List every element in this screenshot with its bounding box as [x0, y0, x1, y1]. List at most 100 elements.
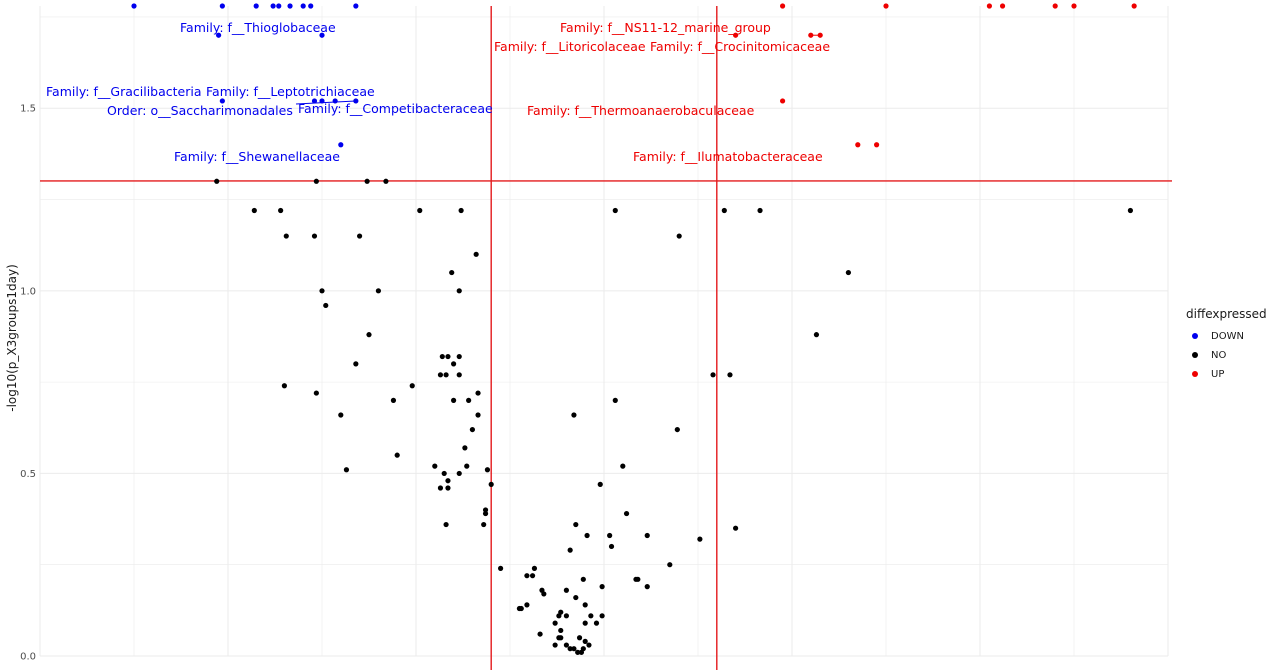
point-label: Order: o__Saccharimonadales [107, 103, 293, 118]
data-point-no [375, 288, 381, 294]
data-point-no [437, 485, 444, 491]
data-point-down [219, 3, 225, 9]
data-point-no [366, 332, 372, 338]
legend-key-no [1192, 352, 1198, 358]
data-point-no [323, 302, 329, 309]
data-point-up [1052, 3, 1058, 9]
data-point-no [845, 269, 852, 276]
y-tick-labels: 0.0 0.5 1.0 1.5 [20, 104, 36, 663]
data-point-no [458, 207, 464, 214]
data-point-no [1127, 207, 1133, 214]
data-point-no [518, 605, 524, 612]
legend-label-up: UP [1211, 369, 1224, 380]
legend: diffexpressed DOWN NO UP [1186, 307, 1267, 380]
data-point-no [573, 594, 579, 601]
data-point-no [524, 573, 530, 579]
data-point-no [475, 390, 481, 396]
data-point-no [383, 178, 389, 184]
data-point-no [599, 613, 605, 619]
data-point-no [612, 207, 618, 214]
data-point-no [721, 207, 727, 214]
data-point-no [576, 635, 583, 641]
point-label: Family: f__Competibacteraceae [298, 101, 493, 116]
data-point-down [319, 32, 325, 38]
legend-label-down: DOWN [1211, 331, 1244, 342]
data-point-no [443, 372, 449, 378]
point-label: Family: f__Crocinitomicaceae [650, 39, 830, 54]
data-point-no [582, 638, 588, 644]
data-point-no [432, 463, 438, 469]
data-point-down [219, 98, 225, 104]
data-point-no [313, 390, 319, 396]
data-point-no [451, 397, 457, 403]
data-point-no [567, 547, 573, 553]
data-point-no [563, 642, 570, 648]
data-point-no [697, 536, 703, 542]
data-point-no [445, 353, 451, 360]
data-point-no [571, 412, 577, 418]
data-point-down [270, 3, 276, 9]
data-point-up [1071, 3, 1077, 9]
point-labels: Family: f__Thioglobaceae Family: f__Grac… [46, 20, 830, 164]
data-point-no [462, 445, 468, 451]
data-point-no [445, 485, 451, 491]
data-point-no [552, 620, 558, 626]
data-point-no [727, 372, 733, 378]
legend-key-down [1192, 333, 1198, 339]
data-point-no [338, 412, 344, 418]
label-leader-lines [295, 34, 821, 105]
data-point-no [558, 627, 564, 634]
data-point-no [710, 372, 716, 378]
data-point-no [608, 543, 615, 550]
data-point-no [607, 532, 613, 539]
data-point-no [283, 233, 289, 239]
data-point-no [524, 602, 530, 608]
data-point-no [445, 478, 451, 484]
data-point-no [588, 613, 594, 619]
point-label: Family: f__Shewanellaceae [174, 149, 340, 164]
data-point-no [556, 613, 562, 619]
data-point-no [563, 587, 570, 593]
data-point-no [582, 620, 588, 626]
data-point-no [456, 372, 462, 378]
data-point-no [567, 646, 573, 652]
data-point-no [464, 463, 470, 469]
data-point-no [456, 353, 462, 360]
data-point-no [481, 521, 487, 528]
data-point-no [441, 470, 447, 477]
data-point-down [253, 3, 259, 9]
point-label: Family: f__Ilumatobacteraceae [633, 149, 823, 164]
data-point-no [582, 602, 588, 608]
data-point-no [612, 397, 618, 403]
point-label: Family: f__Thioglobaceae [180, 20, 336, 35]
grid-lines [39, 6, 1169, 657]
data-point-down [287, 3, 293, 9]
point-label: Family: f__Litoricolaceae [494, 39, 646, 54]
data-point-no [563, 613, 570, 619]
data-point-down [300, 3, 306, 9]
data-point-no [278, 207, 284, 214]
threshold-lines [40, 6, 1172, 670]
data-point-up [780, 98, 786, 104]
point-label: Family: f__Leptotrichiaceae [206, 84, 375, 99]
data-point-no [586, 642, 592, 648]
data-point-no [311, 233, 318, 239]
legend-item-up: UP [1192, 369, 1224, 380]
data-point-no [456, 288, 462, 294]
data-point-down [131, 3, 137, 9]
data-point-no [466, 397, 472, 403]
data-point-no [813, 332, 820, 338]
data-point-no [394, 452, 400, 458]
data-point-no [251, 207, 257, 214]
legend-key-up [1192, 371, 1198, 377]
data-point-up [733, 32, 739, 38]
legend-title: diffexpressed [1186, 307, 1267, 321]
data-point-no [439, 353, 445, 360]
data-point-no [633, 576, 639, 582]
data-point-up [986, 3, 993, 9]
legend-item-down: DOWN [1192, 331, 1244, 342]
data-point-no [488, 481, 494, 487]
y-tick-label: 0.0 [20, 652, 36, 663]
data-point-up [999, 3, 1006, 9]
